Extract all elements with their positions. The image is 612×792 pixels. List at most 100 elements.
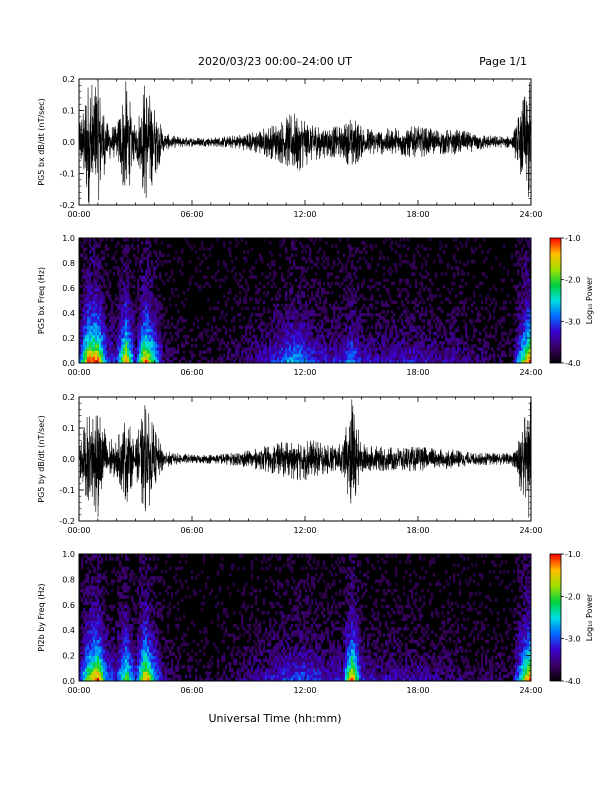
heatmap-cell [81, 661, 84, 666]
heatmap-cell [329, 338, 332, 342]
heatmap-cell [473, 328, 476, 333]
heatmap-cell [369, 341, 372, 345]
heatmap-cell [147, 344, 150, 348]
heatmap-cell [93, 604, 96, 609]
heatmap-cell [277, 322, 280, 326]
heatmap-cell [371, 284, 374, 289]
heatmap-cell [125, 247, 128, 251]
heatmap-cell [95, 627, 98, 631]
heatmap-cell [195, 338, 198, 342]
heatmap-cell [325, 350, 328, 354]
heatmap-cell [471, 247, 474, 251]
heatmap-cell [101, 649, 104, 653]
heatmap-cell [277, 353, 280, 358]
heatmap-cell [111, 652, 114, 656]
heatmap-cell [123, 309, 126, 314]
heatmap-cell [523, 313, 526, 317]
heatmap-cell [299, 350, 302, 354]
heatmap-cell [353, 347, 356, 351]
heatmap-cell [489, 356, 492, 361]
heatmap-cell [99, 359, 102, 364]
heatmap-cell [111, 256, 114, 261]
heatmap-cell [119, 281, 122, 286]
heatmap-cell [377, 319, 380, 323]
heatmap-cell [385, 359, 388, 364]
heatmap-cell [139, 309, 142, 314]
heatmap-cell [93, 601, 96, 606]
heatmap-cell [259, 316, 262, 320]
heatmap-cell [151, 294, 154, 298]
heatmap-cell [115, 328, 118, 333]
heatmap-cell [91, 319, 94, 323]
heatmap-cell [519, 322, 522, 326]
heatmap-cell [289, 309, 292, 314]
heatmap-cell [119, 331, 122, 336]
heatmap-cell [227, 291, 230, 295]
heatmap-cell [359, 266, 362, 270]
heatmap-cell [215, 359, 218, 364]
heatmap-cell [309, 238, 312, 242]
heatmap-cell [95, 588, 98, 593]
heatmap-cell [285, 334, 288, 339]
heatmap-cell [235, 238, 238, 242]
heatmap-cell [141, 278, 144, 283]
heatmap-cell [365, 338, 368, 342]
heatmap-cell [317, 347, 320, 351]
heatmap-cell [465, 341, 468, 345]
heatmap-cell [165, 341, 168, 345]
heatmap-cell [121, 297, 124, 301]
heatmap-cell [433, 344, 436, 348]
heatmap-cell [527, 353, 530, 358]
heatmap-cell [437, 344, 440, 348]
heatmap-cell [399, 347, 402, 351]
heatmap-cell [457, 272, 460, 276]
heatmap-cell [361, 306, 364, 311]
heatmap-cell [477, 356, 480, 361]
heatmap-cell [405, 278, 408, 283]
heatmap-cell [99, 300, 102, 304]
heatmap-cell [103, 347, 106, 351]
heatmap-cell [121, 325, 124, 329]
heatmap-cell [147, 238, 150, 242]
heatmap-cell [203, 350, 206, 354]
heatmap-cell [105, 569, 108, 574]
heatmap-cell [209, 306, 212, 311]
heatmap-cell [85, 655, 88, 660]
heatmap-cell [129, 344, 132, 348]
heatmap-cell [99, 642, 102, 647]
heatmap-cell [165, 306, 168, 311]
heatmap-cell [117, 284, 120, 289]
y-tick-label: 0.2 [62, 393, 75, 402]
heatmap-cell [335, 275, 338, 279]
heatmap-cell [127, 278, 130, 283]
heatmap-cell [401, 300, 404, 304]
heatmap-cell [111, 328, 114, 333]
heatmap-cell [235, 244, 238, 248]
heatmap-cell [347, 272, 350, 276]
heatmap-cell [111, 655, 114, 660]
heatmap-cell [475, 328, 478, 333]
heatmap-cell [347, 313, 350, 317]
heatmap-cell [525, 309, 528, 314]
heatmap-cell [201, 334, 204, 339]
heatmap-cell [407, 259, 410, 264]
heatmap-cell [321, 319, 324, 323]
heatmap-cell [91, 630, 94, 634]
heatmap-cell [81, 325, 84, 329]
heatmap-cell [107, 661, 110, 666]
heatmap-cell [429, 288, 432, 292]
heatmap-cell [415, 347, 418, 351]
heatmap-cell [227, 356, 230, 361]
heatmap-cell [101, 630, 104, 634]
heatmap-cell [315, 256, 318, 261]
heatmap-cell [123, 331, 126, 336]
heatmap-cell [401, 347, 404, 351]
heatmap-cell [523, 347, 526, 351]
heatmap-cell [95, 661, 98, 666]
heatmap-cell [281, 316, 284, 320]
heatmap-cell [337, 341, 340, 345]
heatmap-cell [243, 300, 246, 304]
heatmap-cell [351, 341, 354, 345]
heatmap-cell [357, 325, 360, 329]
colorbar-tick-label: -2.0 [565, 276, 581, 285]
